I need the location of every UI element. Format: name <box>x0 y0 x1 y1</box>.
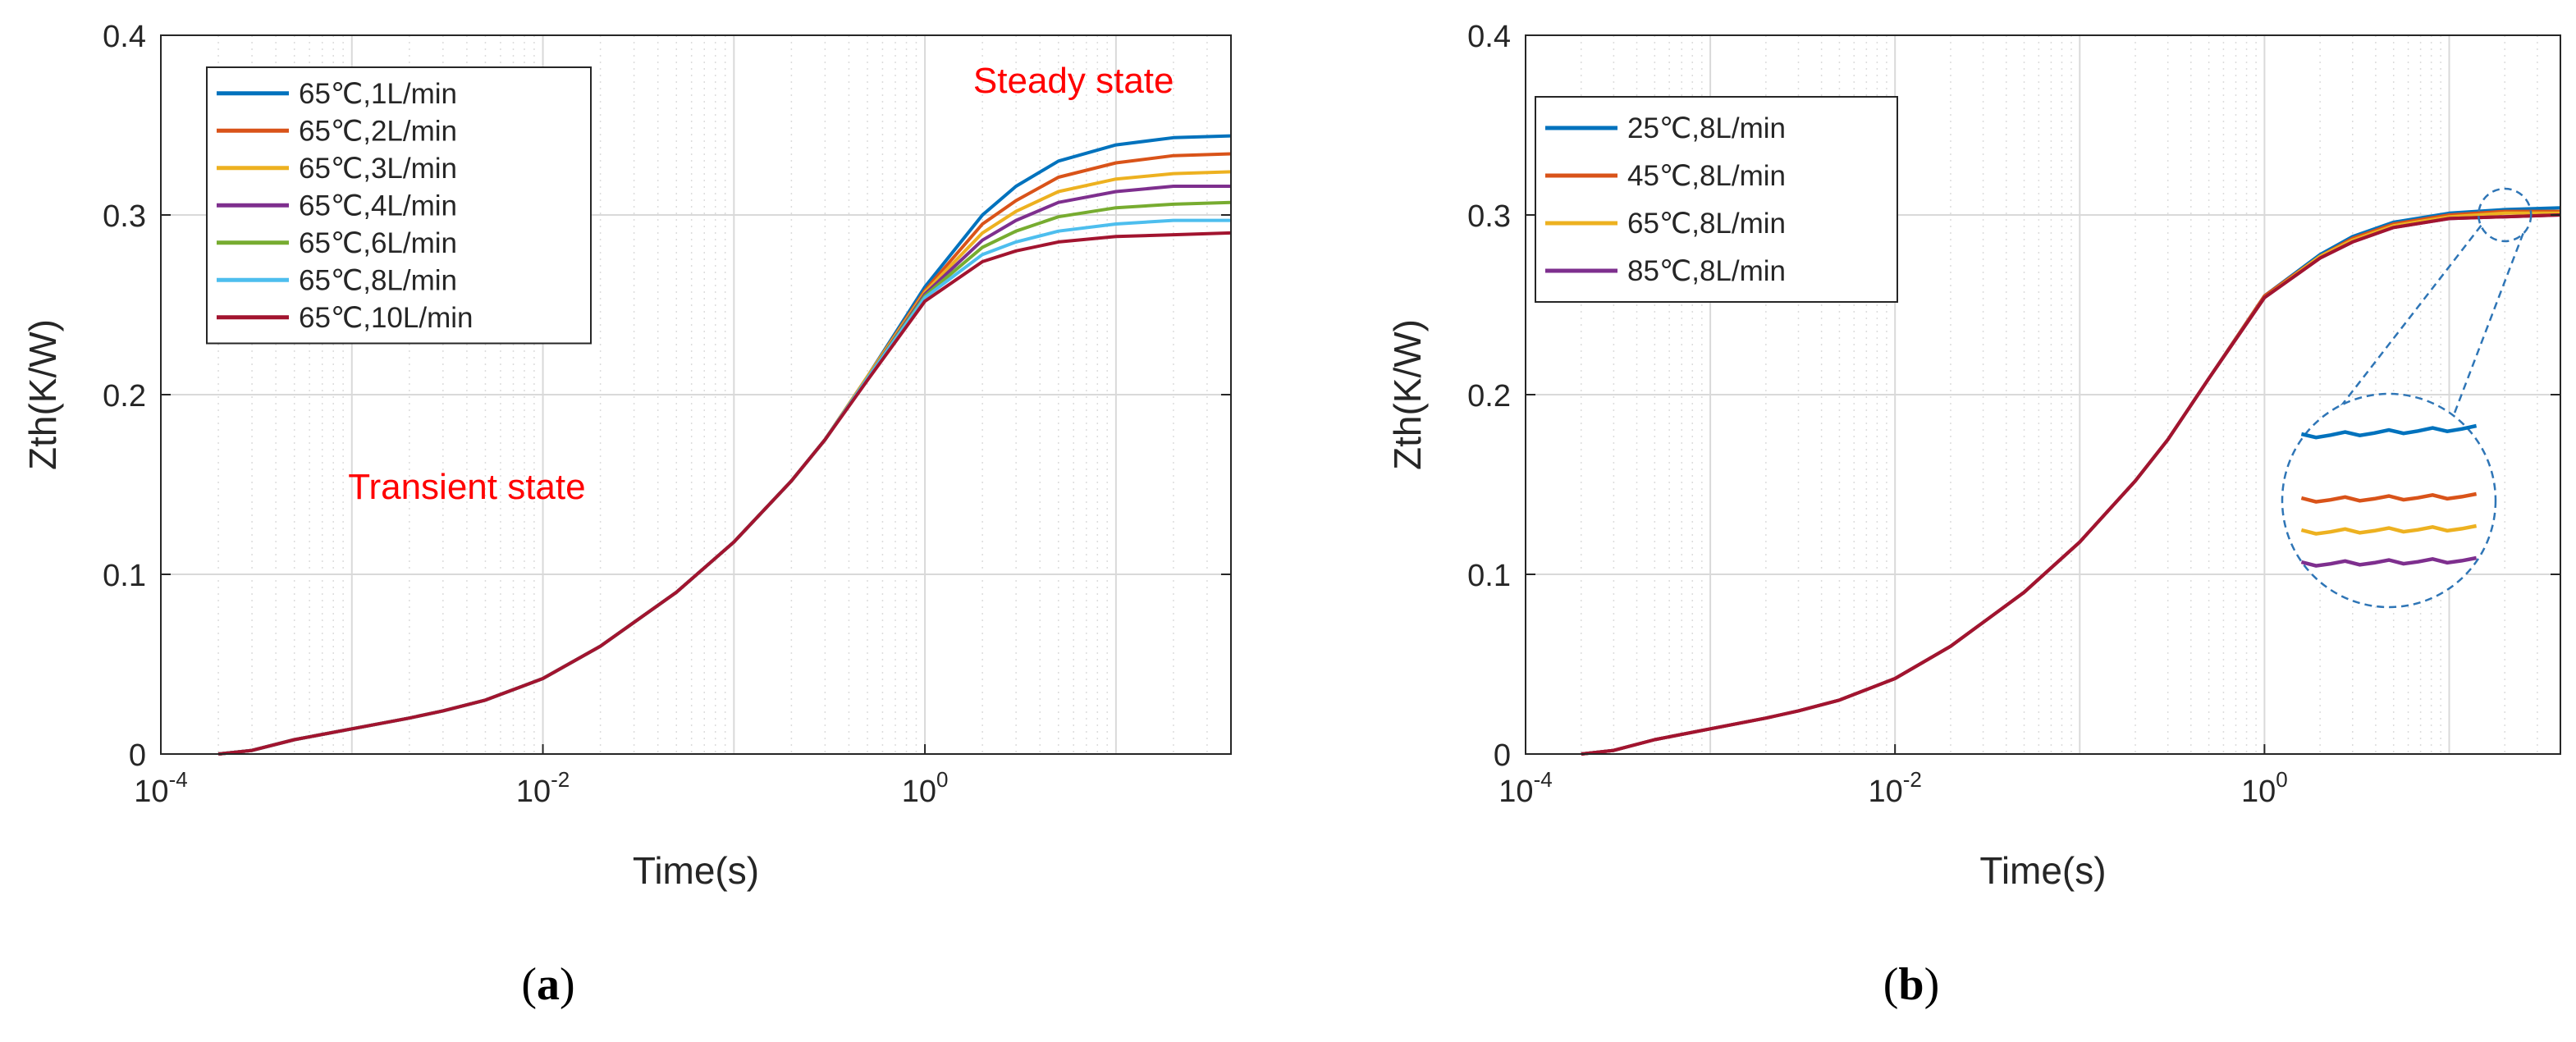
legend-entry: 65℃,4L/min <box>299 190 457 222</box>
zoom-guide-line <box>2451 232 2524 418</box>
x-tick-label: 10-2 <box>516 767 570 809</box>
x-tick-label: 10-2 <box>1868 767 1921 809</box>
y-tick-label: 0.1 <box>103 559 146 593</box>
zoom-inset-circle <box>2281 392 2497 609</box>
series-lines <box>1581 206 2561 756</box>
legend-entry: 65℃,1L/min <box>299 78 457 110</box>
legend-entry: 65℃,6L/min <box>299 227 457 259</box>
legend: 65℃,1L/min 65℃,2L/min 65℃,3L/min 65℃,4L/min… <box>206 66 592 345</box>
panel-caption: (b) <box>1883 959 1939 1010</box>
zoom-series-line <box>2300 491 2478 504</box>
zoom-series-line <box>2300 555 2478 568</box>
x-tick-label: 10-4 <box>1498 767 1552 809</box>
x-tick-label: 100 <box>902 767 949 809</box>
x-tick-labels: 10-4 10-2 100 <box>134 744 948 809</box>
zoom-guide-line <box>2283 225 2482 480</box>
x-tick-labels: 10-4 10-2 100 <box>1498 744 2288 809</box>
legend: 25℃,8L/min 45℃,8L/min 65℃,8L/min 85℃,8L/min <box>1535 96 1898 303</box>
legend-entry: 65℃,2L/min <box>299 115 457 147</box>
panel-b: 0 0.1 0.2 0.3 0.4 10-4 10-2 100 Zth(K/W) Time(… <box>1386 20 2561 1010</box>
x-tick-label: 100 <box>2241 767 2288 809</box>
y-axis-label: Zth(K/W) <box>1386 319 1429 470</box>
y-tick-label: 0.3 <box>1467 199 1511 234</box>
y-axis-label: Zth(K/W) <box>21 319 64 470</box>
y-tick-label: 0.2 <box>103 379 146 414</box>
x-axis-label: Time(s) <box>633 849 759 892</box>
y-tick-label: 0.3 <box>103 199 146 234</box>
y-tick-label: 0.4 <box>1467 20 1511 54</box>
y-tick-label: 0.4 <box>103 20 146 54</box>
zoom-guides <box>2283 225 2524 480</box>
legend-entry: 85℃,8L/min <box>1627 255 1786 287</box>
legend-entry: 65℃,8L/min <box>299 264 457 296</box>
panel-caption: (a) <box>521 959 574 1010</box>
legend-box <box>1535 96 1898 303</box>
series-line-7 <box>217 231 1232 756</box>
legend-entry: 45℃,8L/min <box>1627 160 1786 192</box>
legend-entry: 65℃,10L/min <box>299 302 473 334</box>
annotation-text: Transient state <box>348 467 585 507</box>
legend-entry: 65℃,3L/min <box>299 153 457 185</box>
x-axis-label: Time(s) <box>1979 849 2106 892</box>
annotations: Steady state Transient state <box>348 61 1174 507</box>
y-tick-labels: 0 0.1 0.2 0.3 0.4 <box>1467 20 2560 773</box>
y-tick-label: 0 <box>1494 738 1511 773</box>
legend-entry: 65℃,8L/min <box>1627 208 1786 240</box>
y-tick-labels: 0 0.1 0.2 0.3 0.4 <box>103 20 1231 773</box>
x-tick-label: 10-4 <box>134 767 187 809</box>
series-lines <box>217 134 1232 756</box>
zoom-target-circle <box>2477 187 2533 243</box>
zoom-series-line <box>2300 423 2478 440</box>
annotation-text: Steady state <box>973 61 1174 101</box>
zoom-series-line <box>2300 523 2478 536</box>
legend-entry: 25℃,8L/min <box>1627 112 1786 144</box>
series-line-5 <box>1581 213 2561 756</box>
zoom-inset <box>2281 187 2533 609</box>
y-tick-label: 0.1 <box>1467 559 1511 593</box>
y-tick-label: 0.2 <box>1467 379 1511 414</box>
y-tick-label: 0 <box>129 738 146 773</box>
panel-a: 0 0.1 0.2 0.3 0.4 10-4 10-2 100 Zth(K/W) Time(… <box>21 20 1232 1010</box>
